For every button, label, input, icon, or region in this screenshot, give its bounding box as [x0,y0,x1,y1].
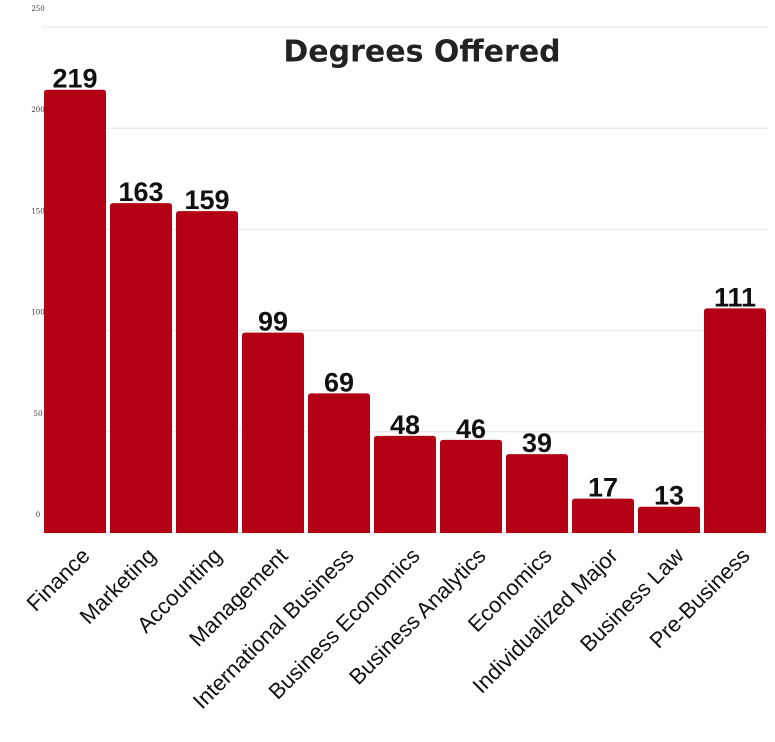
value-label: 46 [456,414,486,444]
value-label: 17 [588,473,618,503]
bar [176,211,238,533]
bar [440,439,502,533]
bar [374,435,436,533]
bar [308,393,370,533]
bar [110,203,172,533]
bar [638,506,700,533]
y-tick-label: 250 [31,5,44,13]
value-label: 13 [654,481,684,511]
y-tick-label: 200 [31,106,44,114]
value-label: 99 [258,307,288,337]
y-tick-label: 150 [31,207,44,215]
bar [704,308,766,533]
value-label: 48 [390,410,420,440]
bar [242,332,304,533]
y-tick-label: 50 [34,410,43,418]
y-tick-label: 0 [36,511,40,519]
y-tick-label: 100 [31,309,44,317]
value-label: 39 [522,428,552,458]
bar [506,454,568,533]
value-label: 159 [184,185,229,215]
bar [572,498,634,533]
value-label: 163 [118,177,163,207]
bar [44,89,106,533]
chart-title: Degrees Offered [283,35,560,70]
value-label: 219 [52,64,97,94]
value-label: 69 [324,367,354,397]
value-label: 111 [714,282,756,312]
